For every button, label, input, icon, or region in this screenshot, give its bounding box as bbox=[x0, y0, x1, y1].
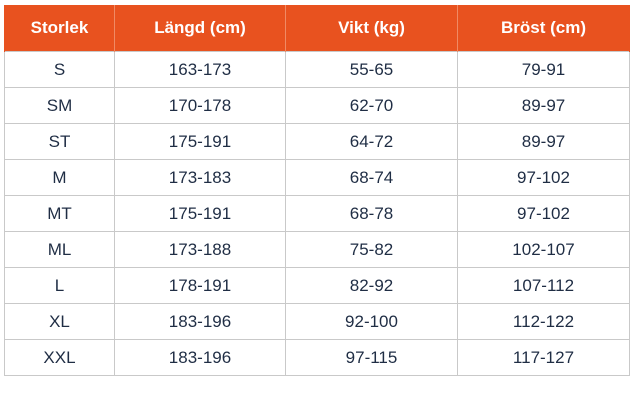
cell-size: MT bbox=[4, 195, 115, 232]
cell-weight: 97-115 bbox=[285, 339, 458, 376]
table-row: S 163-173 55-65 79-91 bbox=[4, 51, 630, 88]
cell-weight: 82-92 bbox=[285, 267, 458, 304]
cell-length: 173-183 bbox=[114, 159, 286, 196]
cell-weight: 92-100 bbox=[285, 303, 458, 340]
cell-length: 163-173 bbox=[114, 51, 286, 88]
cell-chest: 79-91 bbox=[457, 51, 630, 88]
table-row: ML 173-188 75-82 102-107 bbox=[4, 231, 630, 268]
table-row: ST 175-191 64-72 89-97 bbox=[4, 123, 630, 160]
cell-length: 183-196 bbox=[114, 303, 286, 340]
cell-weight: 64-72 bbox=[285, 123, 458, 160]
table-row: SM 170-178 62-70 89-97 bbox=[4, 87, 630, 124]
cell-chest: 89-97 bbox=[457, 123, 630, 160]
table-row: L 178-191 82-92 107-112 bbox=[4, 267, 630, 304]
header-weight: Vikt (kg) bbox=[285, 5, 458, 52]
table-header: Storlek Längd (cm) Vikt (kg) Bröst (cm) bbox=[4, 5, 630, 52]
header-chest: Bröst (cm) bbox=[457, 5, 630, 52]
cell-weight: 55-65 bbox=[285, 51, 458, 88]
cell-chest: 102-107 bbox=[457, 231, 630, 268]
cell-weight: 68-74 bbox=[285, 159, 458, 196]
header-size: Storlek bbox=[4, 5, 115, 52]
cell-chest: 97-102 bbox=[457, 195, 630, 232]
cell-weight: 68-78 bbox=[285, 195, 458, 232]
cell-size: XXL bbox=[4, 339, 115, 376]
cell-size: ST bbox=[4, 123, 115, 160]
cell-length: 178-191 bbox=[114, 267, 286, 304]
table-row: MT 175-191 68-78 97-102 bbox=[4, 195, 630, 232]
cell-length: 175-191 bbox=[114, 195, 286, 232]
cell-length: 175-191 bbox=[114, 123, 286, 160]
cell-chest: 112-122 bbox=[457, 303, 630, 340]
cell-length: 183-196 bbox=[114, 339, 286, 376]
header-length: Längd (cm) bbox=[114, 5, 286, 52]
table-row: M 173-183 68-74 97-102 bbox=[4, 159, 630, 196]
cell-length: 173-188 bbox=[114, 231, 286, 268]
table-row: XXL 183-196 97-115 117-127 bbox=[4, 339, 630, 376]
cell-size: SM bbox=[4, 87, 115, 124]
cell-chest: 89-97 bbox=[457, 87, 630, 124]
table-row: XL 183-196 92-100 112-122 bbox=[4, 303, 630, 340]
cell-weight: 62-70 bbox=[285, 87, 458, 124]
cell-length: 170-178 bbox=[114, 87, 286, 124]
size-chart-table: Storlek Längd (cm) Vikt (kg) Bröst (cm) … bbox=[4, 5, 630, 376]
cell-weight: 75-82 bbox=[285, 231, 458, 268]
cell-chest: 117-127 bbox=[457, 339, 630, 376]
cell-size: ML bbox=[4, 231, 115, 268]
cell-chest: 97-102 bbox=[457, 159, 630, 196]
header-row: Storlek Längd (cm) Vikt (kg) Bröst (cm) bbox=[4, 5, 630, 52]
cell-size: XL bbox=[4, 303, 115, 340]
cell-size: S bbox=[4, 51, 115, 88]
cell-size: L bbox=[4, 267, 115, 304]
cell-chest: 107-112 bbox=[457, 267, 630, 304]
table-body: S 163-173 55-65 79-91 SM 170-178 62-70 8… bbox=[4, 51, 630, 376]
cell-size: M bbox=[4, 159, 115, 196]
